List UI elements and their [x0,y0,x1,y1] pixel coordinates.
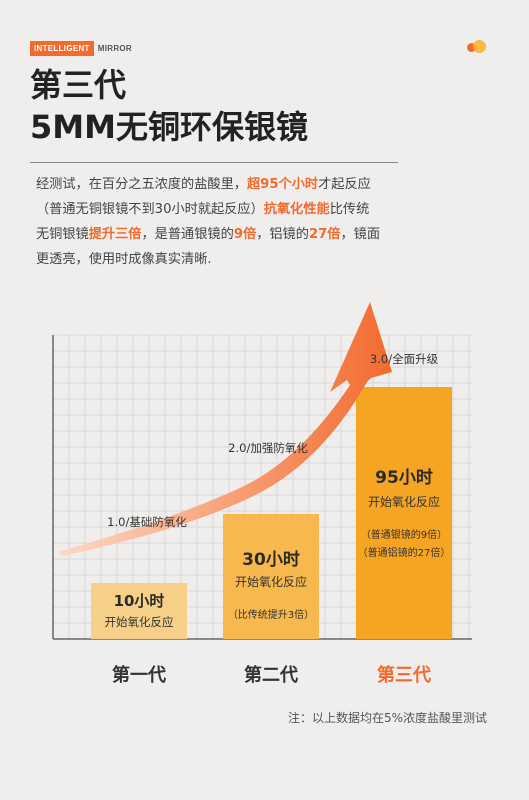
highlight-text: 27倍 [308,227,341,242]
description-text: ，铝镜的 [256,227,309,242]
bar [356,387,452,639]
bar-sub-label: 开始氧化反应 [368,494,440,509]
bar-note: （比传统提升3倍） [228,608,314,621]
title-line-2: 5MM无铜环保银镜 [30,108,308,146]
brand-logo: INTELLIGENT MIRROR [30,40,136,56]
bar-sub-label: 开始氧化反应 [105,615,174,629]
highlight-text: 9倍 [233,227,257,242]
bar-note: （普通铝镜的27倍） [358,546,451,559]
description-text: ，镜面更透亮，使用时成像真实清晰. [36,227,381,267]
bar-value-label: 30小时 [242,550,300,570]
brand-part-1: INTELLIGENT [30,40,94,56]
bar-value-label: 95小时 [375,468,433,488]
highlight-text: 提升三倍 [88,227,142,242]
trend-label: 2.0/加强防氧化 [228,441,308,455]
description-text: 才起反应（普通无铜银镜不到30小时就起反应） [36,177,371,217]
trend-label: 1.0/基础防氧化 [107,515,187,529]
description-text: ，是普通银镜的 [141,227,234,242]
category-label: 第三代 [377,664,431,686]
trend-arrow [58,302,392,556]
bar [91,583,187,639]
decorative-dots-icon [467,38,491,56]
category-label: 第二代 [244,664,298,686]
bar-sub-label: 开始氧化反应 [235,574,307,589]
trend-label: 3.0/全面升级 [370,352,439,366]
description-text: 经测试，在百分之五浓度的盐酸里， [36,177,247,192]
title-line-1: 第三代 [30,66,127,104]
page-title: 第三代 5MM无铜环保银镜 [30,64,308,148]
bar-value-label: 10小时 [114,592,165,610]
bar-note: （普通银镜的9倍） [361,528,447,541]
footnote: 注：以上数据均在5%浓度盐酸里测试 [287,711,487,725]
divider [30,162,398,163]
bar [223,514,319,639]
highlight-text: 超95个小时 [247,177,319,192]
description-paragraph: 经测试，在百分之五浓度的盐酸里，超95个小时才起反应（普通无铜银镜不到30小时就… [36,172,381,272]
brand-part-2: MIRROR [97,43,132,53]
description-text: 比传统无铜银镜 [36,202,370,242]
category-label: 第一代 [112,664,166,686]
highlight-text: 抗氧化性能 [263,202,330,217]
